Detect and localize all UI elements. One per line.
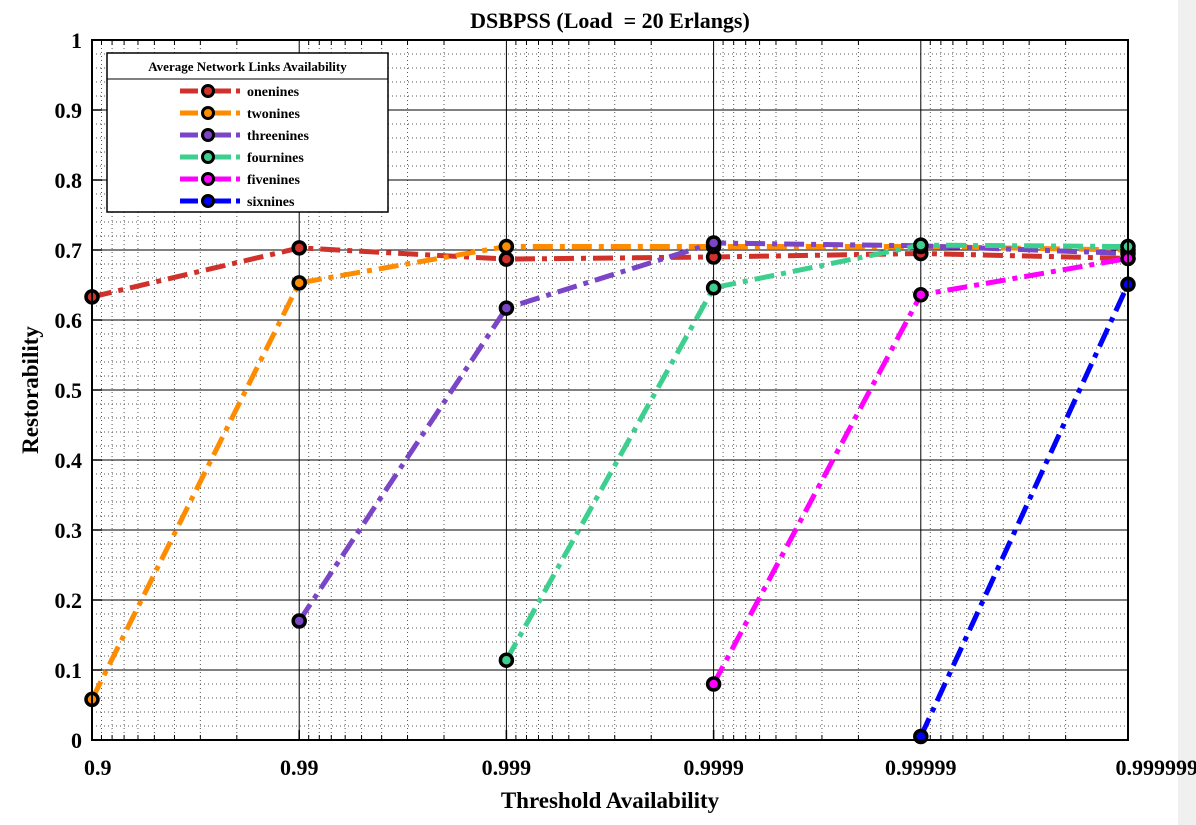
legend-entry-fournines: fournines xyxy=(180,150,304,166)
x-tick-label: 0.999 xyxy=(482,755,532,780)
legend-entry-twonines: twonines xyxy=(180,106,300,122)
series-fournines xyxy=(498,237,1136,668)
legend-swatch-marker xyxy=(201,172,215,186)
data-point-threenines xyxy=(291,613,307,629)
legend-label: twonines xyxy=(247,107,300,122)
legend-label: onenines xyxy=(247,85,300,100)
legend-swatch-marker xyxy=(201,194,215,208)
data-point-fournines xyxy=(913,237,929,253)
data-point-twonines xyxy=(498,238,515,255)
legend-label: fivenines xyxy=(247,173,300,188)
legend-label: threenines xyxy=(247,129,310,144)
data-point-threenines xyxy=(498,300,515,316)
data-point-fournines xyxy=(498,652,515,668)
legend-entry-sixnines: sixnines xyxy=(180,194,295,210)
y-axis-label: Restorability xyxy=(18,326,43,454)
legend-swatch-marker xyxy=(201,128,215,142)
y-tick-label: 0.7 xyxy=(55,238,83,263)
y-tick-label: 0.1 xyxy=(55,658,83,683)
x-tick-label: 0.99999 xyxy=(885,755,957,780)
series-onenines xyxy=(84,240,1136,305)
x-tick-label: 0.99 xyxy=(280,755,319,780)
x-tick-label: 0.9999 xyxy=(683,755,744,780)
y-tick-label: 0.9 xyxy=(55,98,83,123)
legend-swatch-marker xyxy=(201,84,215,98)
y-tick-label: 0 xyxy=(71,728,82,753)
legend-swatch-marker xyxy=(201,150,215,164)
y-tick-label: 0.3 xyxy=(55,518,83,543)
y-tick-label: 0.8 xyxy=(55,168,83,193)
legend-entry-onenines: onenines xyxy=(180,84,300,100)
legend-label: sixnines xyxy=(247,195,295,210)
data-point-onenines xyxy=(291,240,307,256)
data-point-fivenines xyxy=(913,287,929,303)
series-layer xyxy=(84,235,1136,745)
legend-label: fournines xyxy=(247,151,304,166)
y-tick-label: 0.5 xyxy=(55,378,83,403)
y-tick-label: 0.2 xyxy=(55,588,83,613)
series-line-onenines xyxy=(91,245,1129,300)
figure-edge-strip xyxy=(1178,0,1196,825)
y-tick-label: 0.4 xyxy=(55,448,83,473)
y-tick-label: 0.6 xyxy=(55,308,83,333)
x-axis-label: Threshold Availability xyxy=(501,788,720,813)
data-point-fournines xyxy=(705,280,722,296)
data-point-fivenines xyxy=(705,676,722,692)
data-point-twonines xyxy=(291,275,307,291)
data-point-threenines xyxy=(705,235,722,251)
y-tick-label: 1 xyxy=(71,28,82,53)
axis-ticks: 0.9 0.99 0.999 0.9999 0.99999 0.999999 0 0.1 0.2… xyxy=(55,28,1196,780)
plot-frame xyxy=(91,39,1129,741)
legend-entry-threenines: threenines xyxy=(180,128,310,144)
data-point-onenines xyxy=(498,251,515,267)
legend-entry-fivenines: fivenines xyxy=(180,172,300,188)
chart-title: DSBPSS (Load = 20 Erlangs) xyxy=(470,8,750,33)
x-tick-label: 0.999999 xyxy=(1116,755,1196,780)
legend-swatch-marker xyxy=(201,106,215,120)
legend: Average Network Links Availability oneni… xyxy=(106,52,389,213)
series-line-fournines xyxy=(504,242,1129,662)
legend-title: Average Network Links Availability xyxy=(148,59,347,74)
x-tick-label: 0.9 xyxy=(84,755,112,780)
series-line-sixnines xyxy=(918,283,1131,738)
series-fivenines xyxy=(705,250,1136,692)
